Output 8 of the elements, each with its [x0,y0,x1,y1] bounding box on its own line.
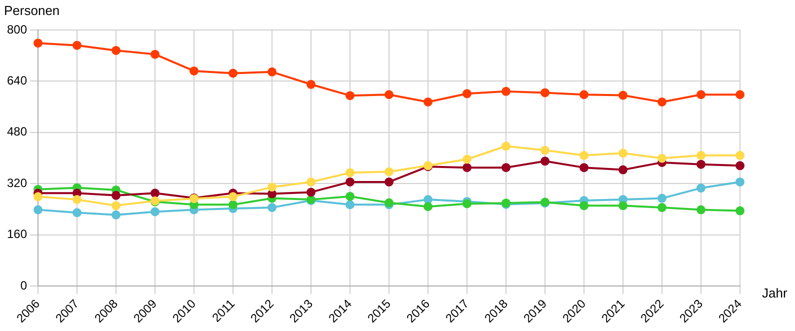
y-tick-label: 0 [20,278,28,292]
y-tick-label: 160 [6,227,28,242]
y-tick-label: 320 [6,176,28,190]
y-tick-label: 640 [6,74,28,88]
y-tick-label: 800 [6,22,28,36]
x-axis-title: Jahr [762,286,788,301]
y-tick-label: 480 [6,124,28,139]
y-axis-title: Personen [4,3,60,18]
